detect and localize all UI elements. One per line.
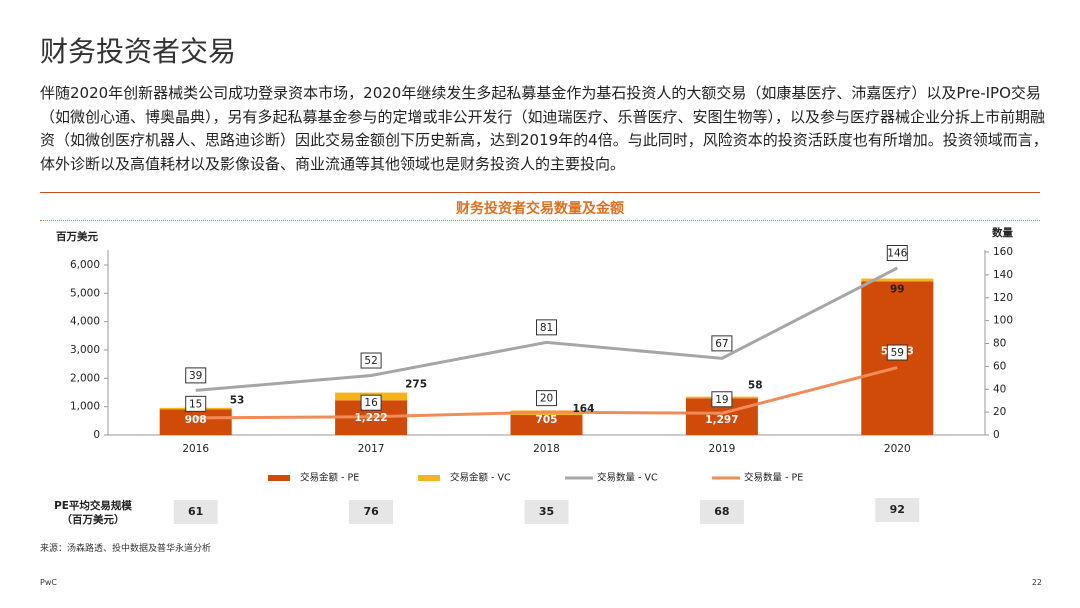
source-note: 来源：汤森路透、投中数据及普华永道分析 <box>40 544 212 554</box>
y-right-tick-label: 20 <box>993 406 1006 418</box>
line-vc-value-label: 146 <box>887 248 907 260</box>
x-tick-label: 2019 <box>709 443 736 455</box>
line-vc-value-label: 52 <box>364 355 377 367</box>
avg-value-box <box>349 500 394 524</box>
avg-row-label-unit: （百万美元） <box>62 513 125 526</box>
y-left-axis-label: 百万美元 <box>56 230 98 243</box>
line-pe-value-label: 15 <box>189 398 202 410</box>
legend-label: 交易数量 - VC <box>597 472 658 484</box>
bar-pe-value-label: 1,222 <box>354 412 387 424</box>
bar-pe <box>159 409 232 435</box>
brand-label: PwC <box>40 578 57 587</box>
y-right-tick-label: 40 <box>993 383 1006 395</box>
line-vc-value-label-box <box>886 245 908 262</box>
y-left-tick-label: 3,000 <box>70 344 100 356</box>
bar-vc-value-label: 99 <box>890 284 905 296</box>
chart-title: 财务投资者交易数量及金额 <box>456 201 624 217</box>
avg-value: 68 <box>714 505 729 518</box>
line-pe-value-label: 20 <box>540 393 553 405</box>
avg-value-box <box>699 500 744 524</box>
y-right-tick-label: 60 <box>993 360 1006 372</box>
intro-paragraph: 伴随2020年创新器械类公司成功登录资本市场，2020年继续发生多起私募基金作为… <box>40 84 1048 173</box>
y-left-tick-label: 4,000 <box>70 316 100 328</box>
line-vc-count <box>195 266 898 392</box>
x-tick-label: 2018 <box>533 443 560 455</box>
avg-value: 61 <box>188 505 203 518</box>
y-left-tick-label: 2,000 <box>70 372 100 384</box>
avg-value: 35 <box>539 505 554 518</box>
avg-value: 92 <box>890 503 905 516</box>
bar-vc-value-label: 53 <box>230 394 245 406</box>
x-tick-label: 2016 <box>182 443 209 455</box>
line-pe-count <box>195 366 898 420</box>
avg-value-box <box>875 498 920 522</box>
line-pe-value-label-box <box>185 395 207 412</box>
bar-vc <box>861 278 934 282</box>
y-right-tick-label: 120 <box>993 292 1013 304</box>
avg-value-box <box>173 500 218 524</box>
line-pe-value-label-box <box>711 391 733 408</box>
line-pe-value-label: 16 <box>364 397 378 409</box>
y-left-tick-label: 1,000 <box>70 401 100 413</box>
bar-pe-value-label: 705 <box>536 414 558 426</box>
legend-label: 交易金额 - VC <box>450 472 511 484</box>
legend-label: 交易数量 - PE <box>744 472 803 484</box>
line-vc-value-label-box <box>711 335 733 352</box>
line-pe-value-label: 19 <box>715 394 728 406</box>
bar-vc-value-label: 58 <box>748 379 763 391</box>
legend-swatch <box>268 475 290 481</box>
bar-pe-value-label: 908 <box>185 414 207 426</box>
y-right-tick-label: 100 <box>993 315 1013 327</box>
line-vc-value-label-box <box>536 319 557 336</box>
title-divider <box>40 192 1040 193</box>
line-vc-value-label: 67 <box>715 338 728 350</box>
legend-label: 交易金额 - PE <box>300 472 359 484</box>
line-pe-value-label: 59 <box>891 347 904 359</box>
avg-value: 76 <box>363 505 379 518</box>
line-pe-value-label-box <box>360 394 382 411</box>
page-title: 财务投资者交易 <box>40 35 237 68</box>
legend-swatch <box>418 475 440 481</box>
x-tick-label: 2020 <box>884 443 911 455</box>
line-pe-value-label-box <box>536 390 557 407</box>
y-right-axis-label: 数量 <box>991 226 1013 239</box>
avg-value-box <box>524 500 569 524</box>
page-number: 22 <box>1031 578 1042 587</box>
line-vc-value-label-box <box>360 352 382 369</box>
y-right-tick-label: 80 <box>993 338 1006 350</box>
y-left-tick-label: 0 <box>93 429 100 441</box>
bar-vc-value-label: 275 <box>405 379 427 391</box>
y-right-tick-label: 0 <box>993 429 1000 441</box>
bar-vc-value-label: 164 <box>573 403 595 415</box>
y-left-tick-label: 5,000 <box>70 287 100 299</box>
avg-row-label: PE平均交易规模 <box>54 499 132 512</box>
chart-title-divider <box>40 220 1040 221</box>
line-vc-value-label: 81 <box>540 322 553 334</box>
bar-pe <box>510 415 583 435</box>
y-right-tick-label: 160 <box>993 246 1013 258</box>
line-vc-value-label-box <box>185 367 207 384</box>
line-pe-value-label-box <box>886 344 908 361</box>
bar-pe-value-label: 1,297 <box>705 414 738 426</box>
y-left-tick-label: 6,000 <box>70 259 100 271</box>
line-vc-value-label: 39 <box>189 370 202 382</box>
y-right-tick-label: 140 <box>993 269 1013 281</box>
x-tick-label: 2017 <box>358 443 385 455</box>
